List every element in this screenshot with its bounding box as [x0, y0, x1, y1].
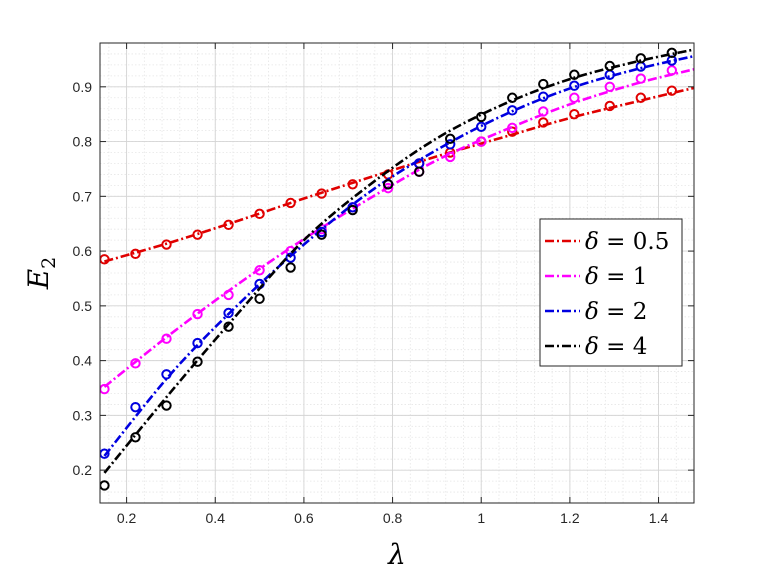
- series-marker-3: [161, 369, 172, 380]
- series-marker-1: [285, 197, 296, 209]
- series-marker-3: [130, 401, 141, 413]
- series-marker-1: [192, 229, 203, 240]
- series-marker-1: [635, 92, 647, 103]
- series-marker-4: [635, 53, 647, 64]
- series-marker-1: [666, 85, 678, 96]
- series-marker-2: [635, 73, 647, 84]
- y-tick-label: 0.2: [73, 462, 93, 478]
- legend-box: [539, 218, 683, 367]
- x-tick-label: 0.4: [206, 510, 226, 526]
- series-marker-4: [130, 432, 141, 443]
- y-axis-label-subscript: 2: [38, 257, 60, 269]
- series-marker-4: [223, 321, 234, 332]
- series-line-1: [104, 86, 694, 263]
- series-line-3: [103, 54, 694, 457]
- x-tick-label: 0.8: [383, 510, 403, 526]
- series-marker-1: [604, 100, 615, 112]
- series-marker-1: [569, 108, 580, 120]
- series-marker-1: [507, 126, 518, 137]
- series-marker-1: [130, 248, 141, 260]
- ticks: [100, 43, 694, 503]
- series-group-1: [100, 85, 694, 265]
- series-marker-1: [254, 208, 265, 220]
- series-marker-4: [382, 179, 394, 190]
- series-marker-1: [161, 239, 172, 250]
- x-tick-label: 1.4: [649, 510, 669, 526]
- series-marker-1: [223, 219, 234, 231]
- series-marker-1: [347, 179, 358, 190]
- series-marker-4: [161, 400, 172, 411]
- legend-label-3: δ = 2: [585, 299, 647, 325]
- series-marker-4: [413, 166, 425, 177]
- series-marker-2: [569, 92, 580, 103]
- y-tick-label: 0.7: [73, 188, 93, 204]
- y-tick-label: 0.8: [73, 134, 93, 150]
- series-marker-4: [666, 47, 678, 59]
- legend-label-4: δ = 4: [585, 334, 647, 360]
- series-marker-2: [538, 106, 549, 117]
- series-marker-4: [254, 293, 265, 304]
- y-tick-label: 0.5: [73, 298, 93, 314]
- series-marker-2: [254, 265, 265, 276]
- legend: δ = 0.5 δ = 1 δ = 2 δ = 4: [539, 218, 683, 367]
- x-tick-labels: 0.2 0.4 0.6 0.8 1 1.2 1.4: [117, 510, 669, 526]
- series-marker-4: [604, 60, 615, 72]
- series-marker-4: [347, 204, 358, 216]
- series-marker-2: [604, 81, 615, 93]
- series-marker-2: [476, 136, 487, 147]
- svg-text:E2: E2: [22, 257, 60, 291]
- plot-frame: [99, 42, 695, 504]
- y-tick-label: 0.6: [73, 243, 93, 259]
- series-marker-3: [538, 91, 549, 102]
- series-marker-3: [192, 337, 203, 349]
- y-tick-labels: 0.2 0.3 0.4 0.5 0.6 0.7 0.8 0.9: [73, 79, 93, 478]
- x-tick-label: 1.2: [560, 510, 580, 526]
- series-marker-2: [507, 122, 518, 134]
- series-marker-4: [192, 356, 203, 367]
- series-marker-3: [444, 139, 456, 150]
- series-marker-3: [507, 105, 518, 116]
- y-axis-label: E2: [22, 257, 60, 291]
- y-tick-label: 0.3: [73, 407, 93, 423]
- y-tick-label: 0.4: [73, 353, 93, 369]
- series-marker-4: [569, 69, 580, 80]
- series-marker-4: [285, 262, 296, 273]
- series-marker-3: [223, 307, 234, 319]
- series-group-4: [100, 47, 694, 491]
- series-marker-2: [192, 308, 203, 320]
- series-layer: [100, 47, 694, 491]
- series-line-4: [103, 48, 694, 474]
- series-marker-2: [444, 151, 456, 163]
- series-marker-3: [285, 252, 296, 263]
- series-marker-4: [476, 111, 487, 123]
- legend-label-1: δ = 0.5: [585, 229, 669, 255]
- series-marker-3: [569, 80, 580, 91]
- legend-label-2: δ = 1: [585, 264, 647, 290]
- series-marker-3: [476, 121, 487, 132]
- series-marker-2: [223, 289, 234, 301]
- series-marker-4: [538, 78, 549, 90]
- series-marker-1: [538, 117, 549, 128]
- series-marker-2: [161, 333, 172, 344]
- series-marker-1: [316, 188, 327, 199]
- series-marker-4: [316, 229, 327, 240]
- series-marker-2: [382, 182, 394, 194]
- x-tick-label: 1: [477, 510, 485, 526]
- x-tick-label: 0.6: [294, 510, 314, 526]
- x-tick-label: 0.2: [117, 510, 137, 526]
- series-marker-4: [507, 92, 518, 103]
- series-group-3: [100, 54, 694, 459]
- series-marker-2: [666, 65, 678, 76]
- series-marker-2: [130, 358, 141, 369]
- y-tick-label: 0.9: [73, 79, 93, 95]
- series-marker-4: [444, 133, 456, 145]
- x-axis-label: λ: [387, 538, 406, 571]
- y-axis-label-main: E: [22, 269, 55, 290]
